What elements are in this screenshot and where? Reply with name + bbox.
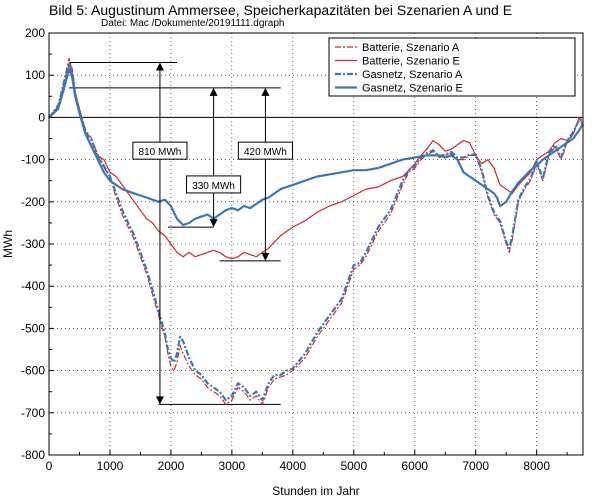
annotation-label-box (237, 141, 293, 160)
x-tick-label: 4000 (279, 459, 306, 473)
y-tick-label: -600 (21, 364, 45, 378)
series-line-4 (48, 67, 584, 227)
legend-label-4: Gasnetz, Szenario E (362, 83, 463, 95)
annotation-label-box (132, 141, 188, 160)
x-tick-label: 2000 (158, 459, 185, 473)
reference-lines (69, 62, 281, 405)
legend-label-3: Gasnetz, Szenario A (362, 69, 463, 81)
chart-subtitle: Datei: Mac /Dokumente/20191111.dgraph (101, 18, 284, 29)
x-tick-label: 5000 (340, 459, 367, 473)
y-tick-label: -300 (21, 237, 45, 251)
annotation-arrowhead-up (261, 87, 270, 96)
legend-box (328, 37, 576, 97)
annotation-arrowhead-down (261, 252, 270, 261)
x-tick-label: 7000 (462, 459, 489, 473)
x-tick-label: 8000 (523, 459, 550, 473)
annotation-label: 810 MWh (139, 147, 182, 158)
x-tick-label: 3000 (219, 459, 246, 473)
annotations: 810 MWh 330 MWh 420 MWh (132, 62, 293, 405)
series-line-2 (48, 64, 584, 260)
annotation-label-box (186, 175, 242, 194)
x-tick-label: 6000 (401, 459, 428, 473)
axes: 0 1000 2000 3000 4000 5000 6000 7000 80002001000… (21, 26, 568, 473)
y-tick-label: 0 (38, 110, 45, 124)
y-tick-label: -200 (21, 195, 45, 209)
legend-label-2: Batterie, Szenario E (362, 56, 460, 68)
x-tick-label: 0 (46, 459, 53, 473)
y-tick-label: -400 (21, 279, 45, 293)
y-tick-label: 200 (25, 26, 45, 40)
series-line-1 (48, 57, 584, 405)
x-tick-label: 1000 (97, 459, 124, 473)
annotation-arrowhead-down (155, 396, 164, 405)
y-tick-label: 100 (25, 68, 45, 82)
x-axis-label: Stunden im Jahr (272, 484, 359, 498)
chart-title: Bild 5: Augustinum Ammersee, Speicherkap… (49, 2, 512, 18)
series-line-3 (48, 61, 584, 402)
annotation-arrowhead-up (155, 62, 164, 71)
annotation-label: 330 MWh (192, 181, 235, 192)
y-tick-label: -800 (21, 448, 45, 462)
annotation-label: 420 MWh (244, 147, 287, 158)
series-group (48, 57, 584, 405)
y-tick-label: -500 (21, 321, 45, 335)
annotation-arrowhead-up (209, 87, 218, 96)
y-axis-label: MWh (1, 230, 15, 258)
y-tick-label: -100 (21, 153, 45, 167)
legend: Batterie, Szenario A Batterie, Szenario E… (328, 37, 576, 97)
y-tick-label: -700 (21, 406, 45, 420)
legend-label-1: Batterie, Szenario A (362, 42, 460, 54)
annotation-arrowhead-down (209, 219, 218, 228)
